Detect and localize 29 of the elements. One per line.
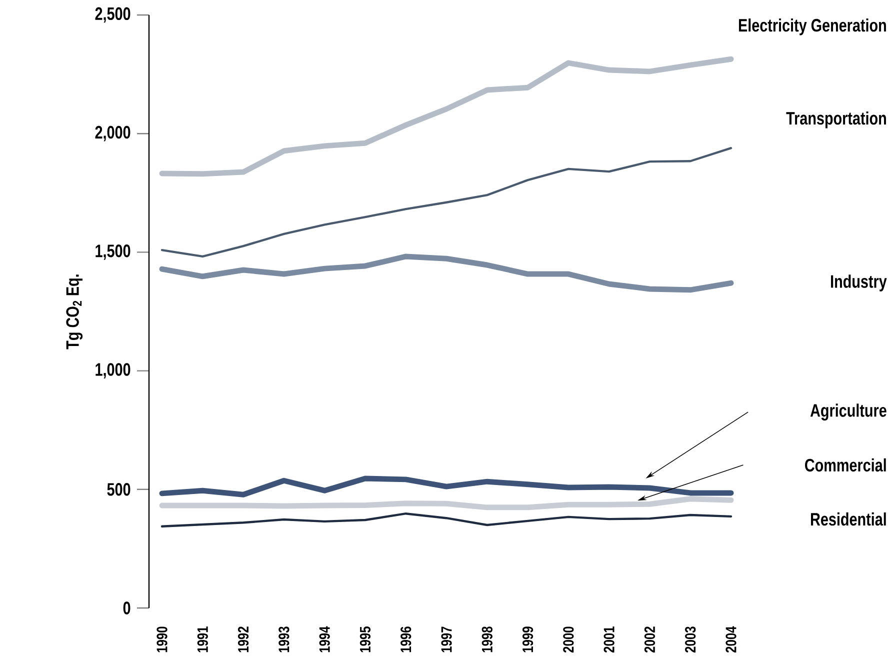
series-label: Electricity Generation	[738, 18, 886, 36]
y-tick-label: 1,500	[96, 244, 130, 260]
x-tick-label: 1994	[319, 626, 330, 652]
y-tick-label: 2,500	[95, 7, 130, 23]
text: Residential	[811, 512, 886, 526]
x-tick-label: 1992	[238, 626, 249, 652]
y-tick-label: 1,000	[96, 363, 130, 378]
y-tick-label: 500	[107, 483, 130, 496]
line-series	[160, 146, 732, 258]
text: Commercial	[805, 458, 886, 472]
x-tick-label: 1998	[482, 626, 492, 652]
x-tick-label: 2001	[604, 626, 614, 652]
x-tick-label: 1991	[197, 626, 208, 652]
x-tick-label: 1990	[156, 626, 168, 652]
y-tick-label: 2,000	[95, 126, 130, 142]
x-tick-label: 2004	[726, 626, 736, 652]
x-tick-label: 2003	[685, 626, 696, 652]
x-tick-label: 1993	[278, 626, 290, 652]
x-tick-label: 1996	[400, 626, 412, 652]
text: Transportation	[786, 111, 886, 128]
text: Agriculture	[810, 404, 886, 420]
y-tick-label: 0	[123, 602, 130, 614]
text: Industry	[831, 274, 887, 292]
x-tick-label: 1999	[522, 626, 534, 652]
x-tick-label: 2002	[644, 626, 656, 652]
x-tick-label: 1997	[441, 626, 452, 652]
y-axis-title: Tg CO$_{2}$ Eq.	[66, 274, 83, 350]
x-tick-label: 1995	[360, 626, 371, 652]
x-tick-label: 2000	[563, 626, 574, 652]
